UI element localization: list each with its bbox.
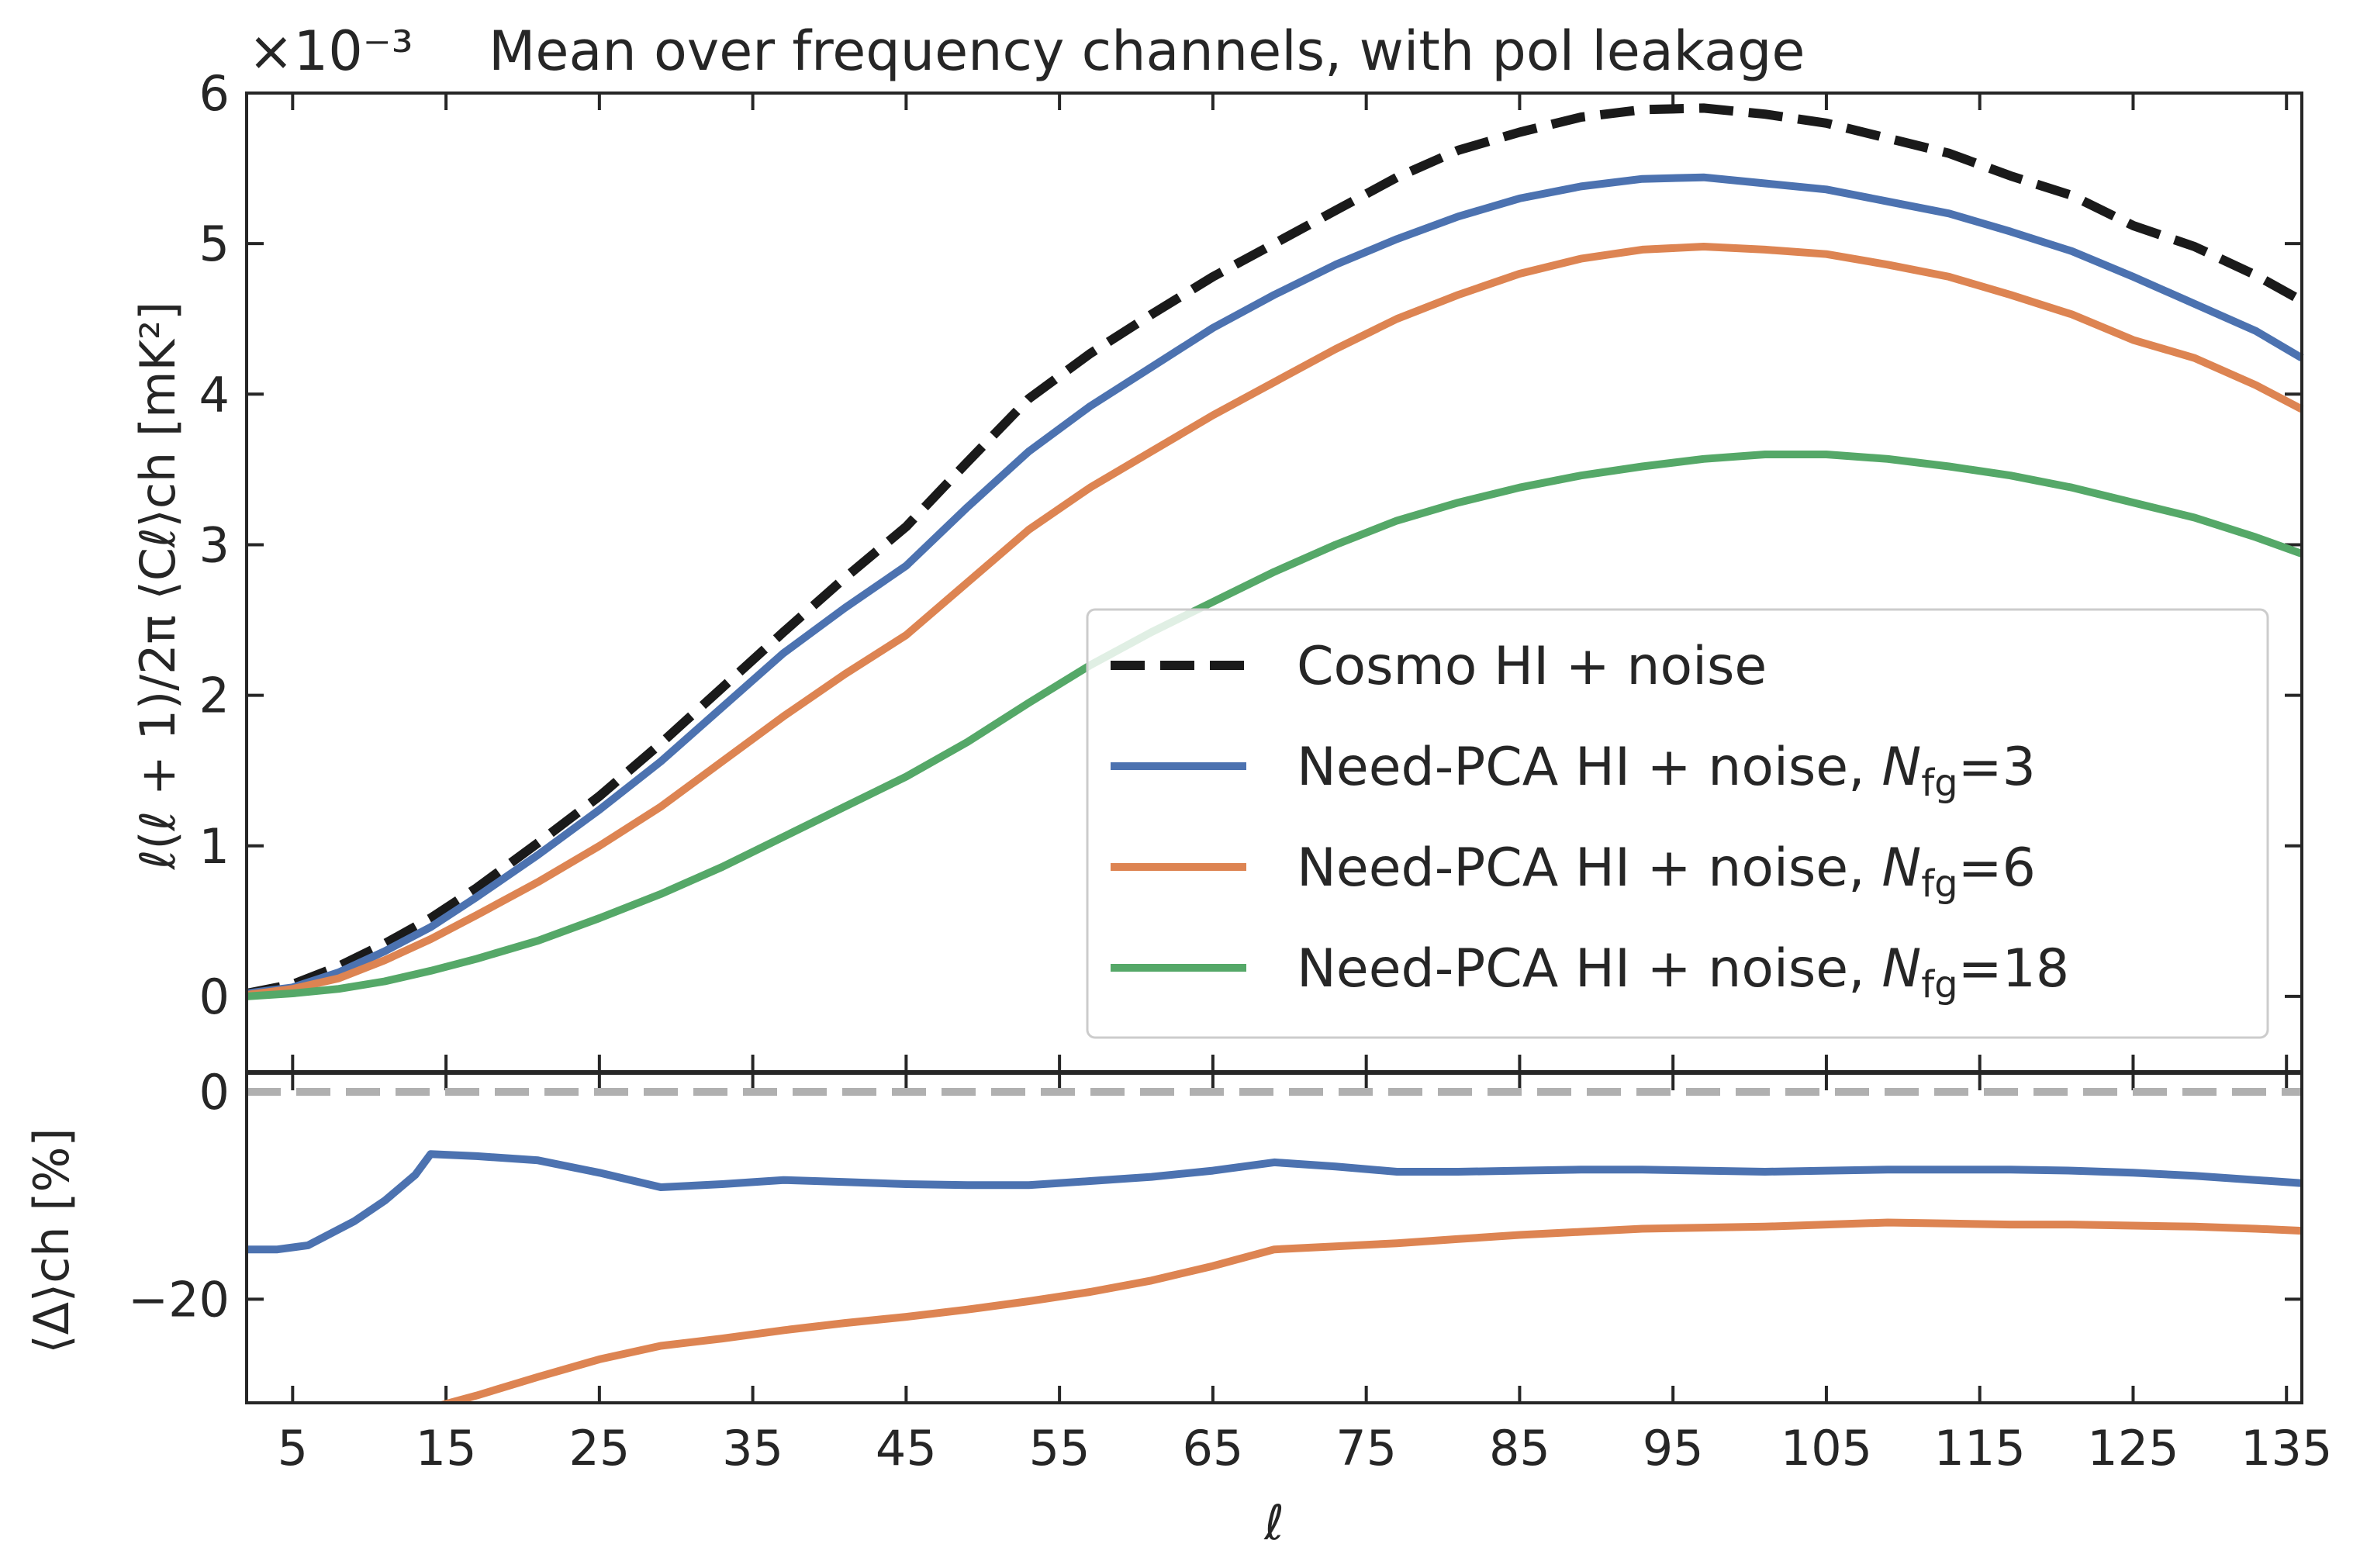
bottom-y-axis-label: ⟨Δ⟩ch [%] bbox=[23, 1128, 80, 1353]
legend-label-text: Cosmo HI + noise bbox=[1297, 636, 1767, 697]
x-tick-label: 95 bbox=[1643, 1420, 1704, 1476]
x-tick-label: 15 bbox=[416, 1420, 477, 1476]
x-tick-label: 125 bbox=[2087, 1420, 2179, 1476]
bottom-x-ticks: 5 15 25 35 45 55 65 75 85 95 105 115 125 135 bbox=[278, 1073, 2332, 1476]
bottom-series-line-0 bbox=[247, 1150, 2302, 1254]
x-tick-label: 5 bbox=[278, 1420, 308, 1476]
legend-value: =3 bbox=[1958, 737, 2036, 798]
legend-subscript: fg bbox=[1921, 963, 1957, 1007]
legend-n-symbol: N bbox=[1881, 737, 1921, 798]
legend-entries: Cosmo HI + noise Need-PCA HI + noise, Nfg… bbox=[1111, 636, 2069, 1007]
legend-subscript: fg bbox=[1921, 762, 1957, 805]
x-tick-label: 55 bbox=[1029, 1420, 1090, 1476]
chart-title: Mean over frequency channels, with pol l… bbox=[489, 19, 1805, 83]
bottom-y-tick-label: 0 bbox=[199, 1064, 230, 1121]
x-tick-label: 85 bbox=[1489, 1420, 1550, 1476]
top-y-axis-label: ℓ(ℓ + 1)/2π ⟨Cℓ⟩ch [mK²] bbox=[130, 302, 186, 870]
legend-value: =18 bbox=[1958, 938, 2070, 1000]
top-y-tick-label: 1 bbox=[199, 818, 230, 875]
top-series-line-2 bbox=[246, 243, 2304, 999]
legend-n-symbol: N bbox=[1881, 938, 1921, 1000]
top-y-tick-label: 2 bbox=[199, 668, 230, 724]
top-y-tick-label: 5 bbox=[199, 216, 230, 272]
top-y-ticks: 0 1 2 3 4 5 6 bbox=[199, 65, 2302, 1025]
x-tick-label: 35 bbox=[722, 1420, 783, 1476]
legend-subscript: fg bbox=[1921, 862, 1957, 906]
x-tick-label: 45 bbox=[876, 1420, 937, 1476]
legend-box bbox=[1086, 608, 2269, 1039]
legend-label-text: Need-PCA HI + noise, bbox=[1297, 938, 1881, 1000]
x-tick-label: 135 bbox=[2241, 1420, 2332, 1476]
top-y-tick-label: 3 bbox=[199, 516, 230, 573]
x-axis-label: ℓ bbox=[1263, 1494, 1284, 1551]
legend-n-symbol: N bbox=[1881, 838, 1921, 899]
bottom-y-ticks: 0 −20 bbox=[128, 1064, 2302, 1328]
top-series-line-3 bbox=[246, 451, 2303, 1000]
bottom-series-line-1 bbox=[434, 1218, 2302, 1403]
bottom-panel: 0 −20 5 15 25 35 45 55 65 75 85 95 105 115 125 135 bbox=[128, 1064, 2332, 1476]
legend-label-text: Need-PCA HI + noise, bbox=[1297, 737, 1881, 798]
top-series-line-0 bbox=[245, 103, 2304, 998]
x-tick-label: 115 bbox=[1934, 1420, 2026, 1476]
x-tick-label: 75 bbox=[1335, 1420, 1397, 1476]
x-tick-label: 25 bbox=[568, 1420, 630, 1476]
top-series-group bbox=[245, 103, 2304, 1000]
legend-label-3: Need-PCA HI + noise, Nfg=18 bbox=[1297, 938, 2069, 1007]
top-y-tick-label: 6 bbox=[199, 65, 230, 122]
legend-label-2: Need-PCA HI + noise, Nfg=6 bbox=[1297, 838, 2036, 906]
legend: Cosmo HI + noise Need-PCA HI + noise, Nfg… bbox=[1086, 608, 2269, 1039]
bottom-y-tick-label: −20 bbox=[128, 1271, 230, 1328]
x-tick-label: 65 bbox=[1182, 1420, 1243, 1476]
bottom-axes-frame bbox=[245, 1072, 2303, 1404]
x-tick-label: 105 bbox=[1781, 1420, 1872, 1476]
bottom-series-group bbox=[247, 1088, 2302, 1403]
scale-factor: ×10⁻³ bbox=[248, 19, 413, 83]
top-x-ticks bbox=[291, 93, 2289, 1072]
top-y-tick-label: 4 bbox=[199, 366, 230, 423]
legend-label-1: Need-PCA HI + noise, Nfg=3 bbox=[1297, 737, 2036, 805]
legend-label-0: Cosmo HI + noise bbox=[1297, 636, 1767, 697]
top-y-tick-label: 0 bbox=[199, 969, 230, 1025]
legend-label-text: Need-PCA HI + noise, bbox=[1297, 838, 1881, 899]
legend-value: =6 bbox=[1958, 838, 2036, 899]
top-series-line-1 bbox=[246, 173, 2304, 997]
